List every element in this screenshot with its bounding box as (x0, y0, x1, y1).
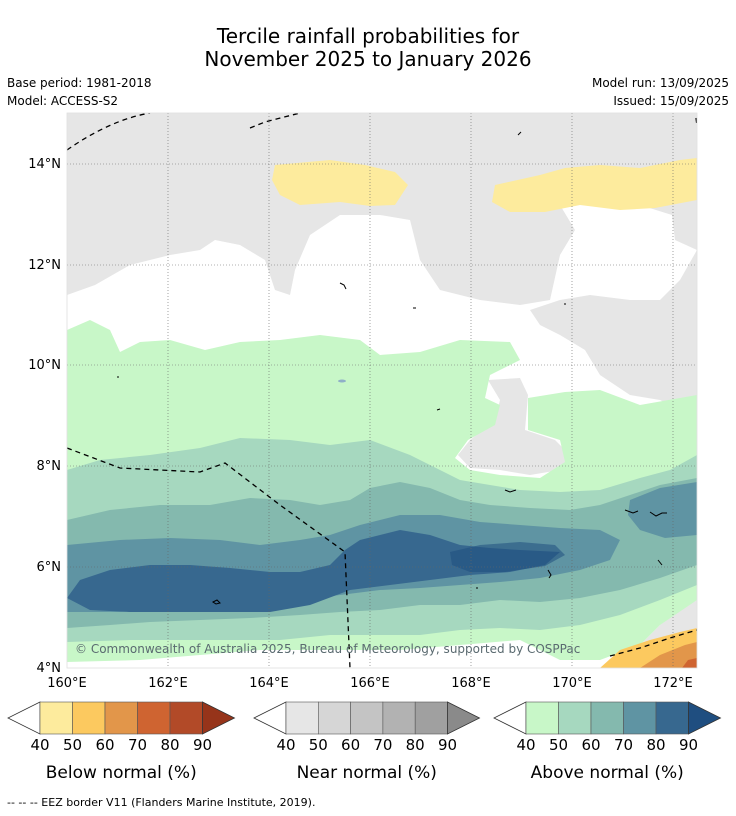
near-normal-colorbar-min-arrow (253, 701, 287, 735)
near-normal-colorbar-tick: 80 (406, 736, 425, 754)
near-normal-colorbar-segment (350, 701, 384, 735)
above-normal-colorbar-segment (655, 701, 689, 735)
near-normal-colorbar-segment (285, 701, 319, 735)
lon-label: 164°E (249, 676, 289, 691)
near-normal-colorbar-tick: 40 (276, 736, 295, 754)
below-normal-colorbar-segment (39, 701, 73, 735)
below-normal-colorbar-tick: 70 (128, 736, 147, 754)
near-normal-colorbar-max-arrow (447, 701, 481, 735)
above-normal-colorbar-tick: 80 (646, 736, 665, 754)
above-normal-colorbar-segment (525, 701, 559, 735)
below-normal-region-southeast-2 (640, 642, 697, 668)
below-normal-colorbar: 40 50 60 70 80 90 Below normal (%) (7, 701, 236, 783)
islands (117, 131, 667, 605)
lon-label: 170°E (552, 676, 592, 691)
near-normal-colorbar-label: Near normal (%) (297, 763, 437, 783)
above-normal-colorbar-tick: 40 (516, 736, 535, 754)
model-label: Model: ACCESS-S2 (7, 94, 119, 108)
map-plot-area (67, 113, 697, 668)
longitude-labels: 160°E 162°E 164°E 166°E 168°E 170°E 172°… (47, 676, 693, 691)
map-title-line-1: Tercile rainfall probabilities for (216, 24, 520, 48)
above-normal-70-band-east (628, 482, 697, 538)
lon-label: 168°E (451, 676, 491, 691)
lon-label: 162°E (148, 676, 188, 691)
lat-label: 4°N (37, 661, 62, 676)
below-normal-region-north-1 (272, 160, 408, 206)
below-normal-colorbar-tick: 90 (193, 736, 212, 754)
below-normal-region-north-2 (492, 158, 697, 212)
above-normal-colorbar-tick: 60 (581, 736, 600, 754)
near-normal-colorbar-tick: 60 (341, 736, 360, 754)
near-normal-colorbar-segment (414, 701, 448, 735)
base-period-label: Base period: 1981-2018 (7, 76, 152, 90)
above-normal-colorbar-max-arrow (688, 701, 722, 735)
near-normal-colorbar-segment (317, 701, 351, 735)
near-normal-region-east (530, 250, 697, 410)
lon-label: 160°E (47, 676, 87, 691)
latitude-labels: 14°N 12°N 10°N 8°N 6°N 4°N (28, 157, 61, 676)
below-normal-colorbar-segment (169, 701, 203, 735)
near-normal-region-north (67, 113, 697, 305)
near-normal-colorbar-tick: 90 (438, 736, 457, 754)
lat-label: 12°N (28, 258, 61, 273)
near-normal-colorbar-tick: 50 (309, 736, 328, 754)
lat-label: 14°N (28, 157, 61, 172)
below-normal-region-southeast-3 (682, 658, 697, 668)
below-normal-colorbar-segment (104, 701, 138, 735)
colorbars: 40 50 60 70 80 90 Below normal (%) 40 50 60 70 80 90… (7, 701, 722, 783)
lon-label: 166°E (350, 676, 390, 691)
above-normal-colorbar-min-arrow (493, 701, 527, 735)
above-normal-colorbar-label: Above normal (%) (531, 763, 684, 783)
lat-label: 6°N (37, 560, 62, 575)
eez-borders (67, 113, 697, 668)
below-normal-colorbar-tick: 60 (95, 736, 114, 754)
below-normal-colorbar-min-arrow (7, 701, 41, 735)
issued-label: Issued: 15/09/2025 (613, 94, 729, 108)
lon-label: 172°E (653, 676, 693, 691)
near-normal-colorbar-tick: 70 (373, 736, 392, 754)
map-gridlines (67, 113, 697, 668)
below-normal-colorbar-max-arrow (202, 701, 236, 735)
above-normal-90-patch (450, 542, 565, 572)
above-normal-colorbar-tick: 50 (549, 736, 568, 754)
above-normal-colorbar-tick: 70 (614, 736, 633, 754)
map-frame (66, 112, 698, 669)
above-normal-colorbar: 40 50 60 70 80 90 Above normal (%) (493, 701, 722, 783)
lagoon-marker (338, 379, 346, 383)
lat-label: 8°N (37, 459, 62, 474)
below-normal-colorbar-tick: 50 (63, 736, 82, 754)
below-normal-colorbar-segment (72, 701, 106, 735)
above-normal-80-band (67, 530, 560, 612)
below-normal-colorbar-tick: 80 (160, 736, 179, 754)
lat-label: 10°N (28, 358, 61, 373)
copyright-notice: © Commonwealth of Australia 2025, Bureau… (75, 642, 580, 656)
below-normal-colorbar-label: Below normal (%) (46, 763, 197, 783)
above-normal-colorbar-segment (558, 701, 592, 735)
eez-footnote: -- -- -- EEZ border V11 (Flanders Marine… (7, 796, 316, 809)
above-normal-colorbar-segment (623, 701, 657, 735)
model-run-label: Model run: 13/09/2025 (591, 76, 729, 90)
below-normal-colorbar-tick: 40 (30, 736, 49, 754)
map-title-line-2: November 2025 to January 2026 (204, 47, 532, 71)
near-normal-region-centre (458, 378, 570, 475)
above-normal-colorbar-tick: 90 (679, 736, 698, 754)
below-normal-colorbar-segment (137, 701, 171, 735)
above-normal-colorbar-segment (590, 701, 624, 735)
near-normal-colorbar-segment (382, 701, 416, 735)
